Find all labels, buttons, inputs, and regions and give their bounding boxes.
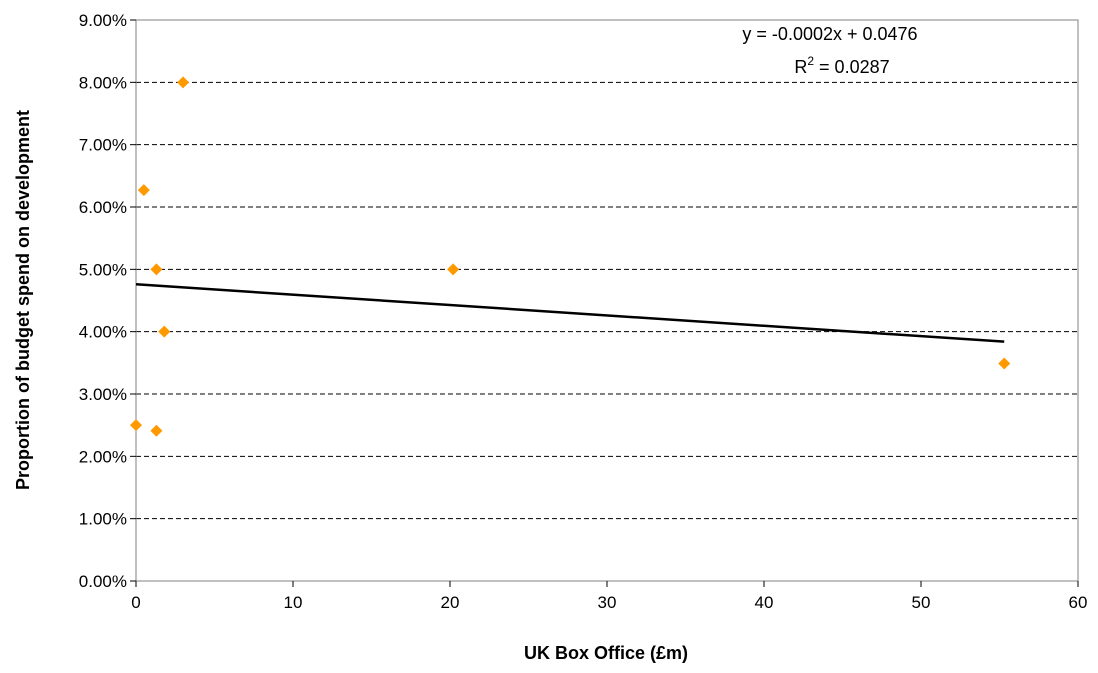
x-tick-label-0: 0 xyxy=(131,593,140,612)
x-tick-label-1: 10 xyxy=(284,593,303,612)
x-tick-label-3: 30 xyxy=(598,593,617,612)
y-tick-label-6: 6.00% xyxy=(79,198,127,217)
data-point-3 xyxy=(150,424,163,437)
r2-value: = 0.0287 xyxy=(814,57,890,77)
y-tick-label-2: 2.00% xyxy=(79,447,127,466)
x-axis-title: UK Box Office (£m) xyxy=(524,643,688,663)
x-tick-label-2: 20 xyxy=(441,593,460,612)
data-point-2 xyxy=(150,263,163,276)
data-point-6 xyxy=(447,263,460,276)
r2-prefix: R xyxy=(794,57,807,77)
y-axis: 0.00% 1.00% 2.00% 3.00% 4.00% 5.00% 6.00% 7.00%… xyxy=(79,11,136,591)
trendline-group xyxy=(135,283,1005,343)
data-point-4 xyxy=(158,325,171,338)
trendline-equation: y = -0.0002x + 0.0476 xyxy=(742,24,917,44)
x-axis: 0 10 20 30 40 50 60 xyxy=(131,581,1087,612)
x-tick-label-5: 50 xyxy=(912,593,931,612)
y-tick-label-5: 5.00% xyxy=(79,260,127,279)
y-tick-label-3: 3.00% xyxy=(79,385,127,404)
x-tick-label-6: 60 xyxy=(1069,593,1088,612)
y-tick-label-8: 8.00% xyxy=(79,73,127,92)
y-tick-label-4: 4.00% xyxy=(79,323,127,342)
data-point-0 xyxy=(130,419,142,432)
data-point-7 xyxy=(998,357,1011,370)
data-point-5 xyxy=(177,76,190,89)
y-tick-label-9: 9.00% xyxy=(79,11,127,30)
data-points xyxy=(130,76,1011,437)
y-tick-label-7: 7.00% xyxy=(79,136,127,155)
trendline xyxy=(135,283,1005,343)
data-point-1 xyxy=(137,184,150,197)
r2-superscript: 2 xyxy=(807,54,814,68)
x-tick-label-4: 40 xyxy=(755,593,774,612)
y-tick-label-1: 1.00% xyxy=(79,510,127,529)
trendline-r-squared: R2 = 0.0287 xyxy=(794,54,889,77)
y-axis-title: Proportion of budget spend on developmen… xyxy=(13,110,33,490)
y-tick-label-0: 0.00% xyxy=(79,572,127,591)
